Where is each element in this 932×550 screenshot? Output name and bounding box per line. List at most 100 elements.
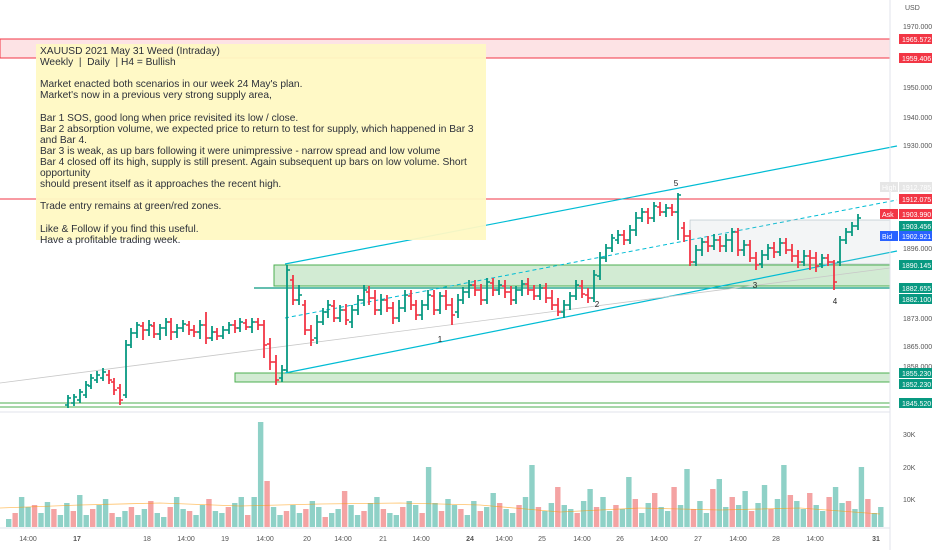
- time-tick-label: 18: [143, 536, 151, 543]
- candle: [603, 244, 609, 262]
- volume-bar: [639, 513, 645, 527]
- volume-bar: [580, 501, 587, 527]
- price-tick-label: 1858.000: [903, 364, 932, 371]
- candle: [543, 283, 549, 303]
- candle: [290, 275, 296, 305]
- candle: [537, 284, 543, 300]
- volume-bar: [768, 509, 774, 527]
- candle: [819, 254, 825, 268]
- candle: [783, 238, 789, 254]
- candle: [496, 280, 502, 295]
- volume-bar: [697, 501, 703, 527]
- price-tick-label: 1970.000: [903, 24, 932, 31]
- volume-bar: [303, 509, 309, 527]
- svg-text:1912.785: 1912.785: [902, 185, 931, 192]
- candle: [320, 308, 326, 325]
- candle: [163, 318, 169, 336]
- volume-bar: [729, 497, 735, 527]
- volume-bar: [555, 487, 561, 527]
- volume-bar: [400, 507, 406, 527]
- candle: [843, 228, 849, 244]
- candle: [331, 300, 337, 322]
- note-line: Market's now in a previous very strong s…: [40, 90, 272, 102]
- candle: [591, 270, 597, 302]
- price-tag: 1845.520: [899, 398, 932, 408]
- volume-bar: [748, 511, 755, 527]
- candle: [384, 295, 390, 312]
- candle: [855, 214, 861, 230]
- volume-bar: [161, 517, 167, 527]
- volume-bar: [70, 511, 76, 527]
- volume-bars: [0, 422, 884, 527]
- candle: [759, 250, 765, 268]
- candle: [837, 236, 843, 266]
- volume-bar: [393, 515, 399, 527]
- price-tag: 1902.921 Bid: [880, 231, 932, 241]
- volume-bar: [613, 505, 619, 527]
- time-tick-label: 14:00: [412, 536, 430, 543]
- note-line: Have a profitable trading week.: [40, 234, 181, 246]
- candle: [711, 234, 717, 250]
- price-tag: 1912.075: [899, 194, 932, 204]
- volume-bar: [419, 513, 425, 527]
- time-tick-label: 21: [379, 536, 387, 543]
- volume-bar: [652, 493, 658, 527]
- candle: [261, 320, 267, 358]
- candle: [425, 290, 431, 310]
- volume-bar: [335, 509, 341, 527]
- volume-bar: [354, 515, 361, 527]
- candle: [449, 298, 455, 325]
- candle: [801, 250, 807, 266]
- volume-tick-label: 20K: [903, 465, 916, 472]
- volume-bar: [839, 503, 845, 527]
- candle: [657, 202, 663, 216]
- note-line: Bar 3 is weak, as up bars following it w…: [40, 145, 441, 157]
- volume-bar: [212, 511, 219, 527]
- candle: [597, 252, 603, 280]
- candle: [663, 204, 669, 217]
- price-tag: 1882.655: [899, 283, 932, 293]
- demand-zones: [0, 264, 891, 408]
- candle: [777, 238, 783, 256]
- volume-bar: [845, 501, 852, 527]
- volume-bar: [587, 489, 593, 527]
- volume-bar: [25, 507, 31, 527]
- volume-bar: [677, 505, 684, 527]
- candle: [573, 280, 579, 300]
- volume-bar: [600, 497, 606, 527]
- candle: [191, 325, 197, 337]
- candle: [675, 193, 681, 240]
- volume-bar: [632, 499, 639, 527]
- svg-text:1855.230: 1855.230: [902, 371, 931, 378]
- volume-bar: [813, 505, 819, 527]
- bar-point-label: 5: [674, 179, 679, 188]
- volume-bar: [57, 515, 64, 527]
- volume-bar: [380, 509, 387, 527]
- price-tag: 1912.785 High: [880, 182, 932, 192]
- volume-bar: [141, 509, 148, 527]
- candle: [508, 286, 514, 305]
- currency-label: USD: [905, 5, 920, 12]
- candle: [197, 320, 203, 339]
- time-tick-label: 31: [872, 536, 880, 543]
- svg-text:1902.921: 1902.921: [902, 234, 931, 241]
- volume-bar: [800, 509, 806, 527]
- candle: [128, 328, 134, 348]
- candle: [117, 384, 123, 405]
- candle: [549, 290, 555, 310]
- volume-bar: [6, 519, 12, 527]
- candle: [466, 280, 472, 298]
- volume-bar: [490, 493, 496, 527]
- svg-text:1882.655: 1882.655: [902, 286, 931, 293]
- volume-bar: [83, 515, 89, 527]
- candle: [519, 280, 525, 296]
- candle: [502, 280, 508, 298]
- volume-bar: [522, 497, 529, 527]
- note-line: Bar 2 absorption volume, we expected pri…: [40, 123, 477, 146]
- time-tick-label: 14:00: [495, 536, 513, 543]
- candle: [249, 318, 255, 333]
- volume-bar: [445, 499, 451, 527]
- volume-bar: [761, 485, 768, 527]
- candle: [741, 240, 747, 256]
